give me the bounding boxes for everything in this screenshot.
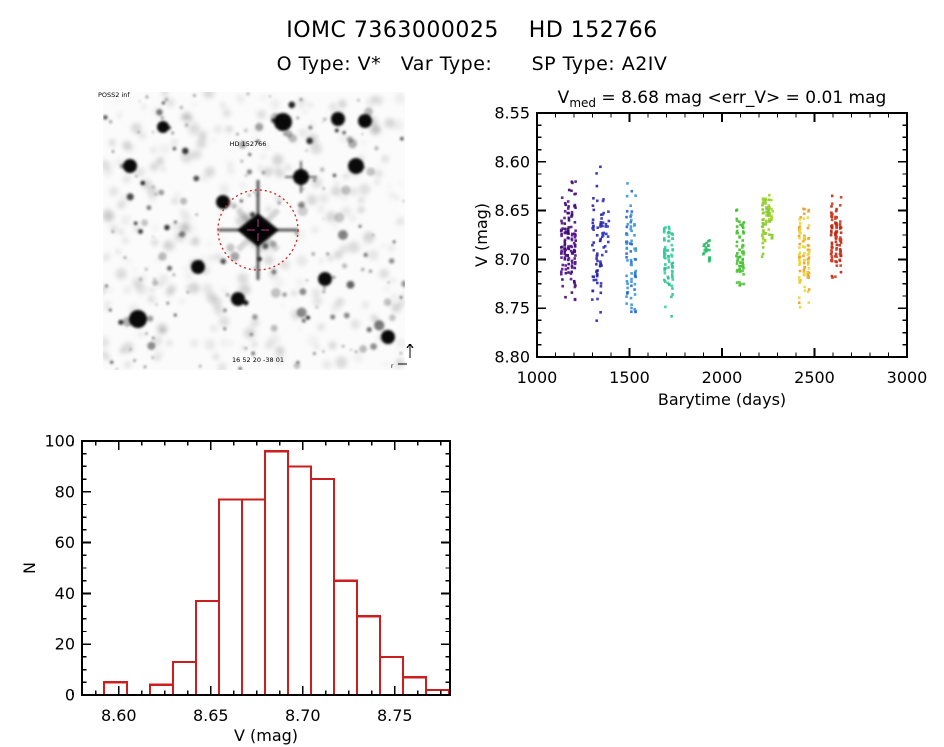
histogram-bars <box>102 450 451 697</box>
target-crosshair-icon <box>247 219 269 241</box>
svg-text:8.65: 8.65 <box>494 201 530 220</box>
lightcurve-points <box>559 165 843 322</box>
svg-text:60: 60 <box>55 533 75 552</box>
svg-text:3000: 3000 <box>887 368 928 387</box>
lightcurve-plot: 1000 1500 2000 2500 3000 8.55 8.60 8.65 8.70 8.75… <box>472 88 927 409</box>
target-label: HD 152766 <box>230 140 267 148</box>
page-title: IOMC 7363000025 HD 152766 <box>286 18 658 43</box>
svg-text:2000: 2000 <box>702 368 743 387</box>
histogram-x-axis-label: V (mag) <box>234 726 298 745</box>
starfield-noise <box>103 92 405 370</box>
histogram-axes <box>72 440 451 696</box>
survey-label: POSS2 inf <box>98 91 130 99</box>
lightcurve-title: Vmed = 8.68 mag <err_V> = 0.01 mag <box>558 88 887 110</box>
svg-text:8.60: 8.60 <box>101 706 137 725</box>
lightcurve-x-axis-label: Barytime (days) <box>658 390 786 409</box>
svg-text:8.80: 8.80 <box>494 348 530 367</box>
finder-chart-image: POSS2 inf HD 152766 16 52 20 -38 01 r <box>98 91 414 370</box>
svg-text:r: r <box>391 363 394 370</box>
svg-text:0: 0 <box>65 686 75 705</box>
compass-icon: r <box>391 343 414 370</box>
lightcurve-axes <box>536 112 908 358</box>
svg-text:8.55: 8.55 <box>494 104 530 123</box>
histogram-y-axis-label: N <box>20 562 39 574</box>
svg-text:1500: 1500 <box>609 368 650 387</box>
svg-text:40: 40 <box>55 584 75 603</box>
svg-text:2500: 2500 <box>794 368 835 387</box>
svg-text:8.75: 8.75 <box>377 706 413 725</box>
target-star <box>218 180 298 280</box>
svg-text:80: 80 <box>55 482 75 501</box>
svg-text:20: 20 <box>55 635 75 654</box>
svg-text:8.70: 8.70 <box>494 250 530 269</box>
svg-text:8.70: 8.70 <box>285 706 321 725</box>
page-subtitle: O Type: V* Var Type: SP Type: A2IV <box>276 53 668 75</box>
coords-label: 16 52 20 -38 01 <box>232 356 284 364</box>
magnitude-histogram-plot: 8.60 8.65 8.70 8.75 0 20 40 60 80 100 V (mag) N <box>20 432 451 745</box>
lightcurve-y-axis-label: V (mag) <box>472 203 491 267</box>
svg-text:100: 100 <box>44 432 75 451</box>
svg-text:1000: 1000 <box>517 368 558 387</box>
svg-text:8.65: 8.65 <box>193 706 229 725</box>
svg-text:8.60: 8.60 <box>494 152 530 171</box>
lightcurve-tick-labels: 1000 1500 2000 2500 3000 8.55 8.60 8.65 8.70 8.75… <box>494 104 927 388</box>
svg-text:8.75: 8.75 <box>494 299 530 318</box>
target-circle <box>217 189 299 271</box>
histogram-tick-labels: 8.60 8.65 8.70 8.75 0 20 40 60 80 100 <box>44 432 412 726</box>
